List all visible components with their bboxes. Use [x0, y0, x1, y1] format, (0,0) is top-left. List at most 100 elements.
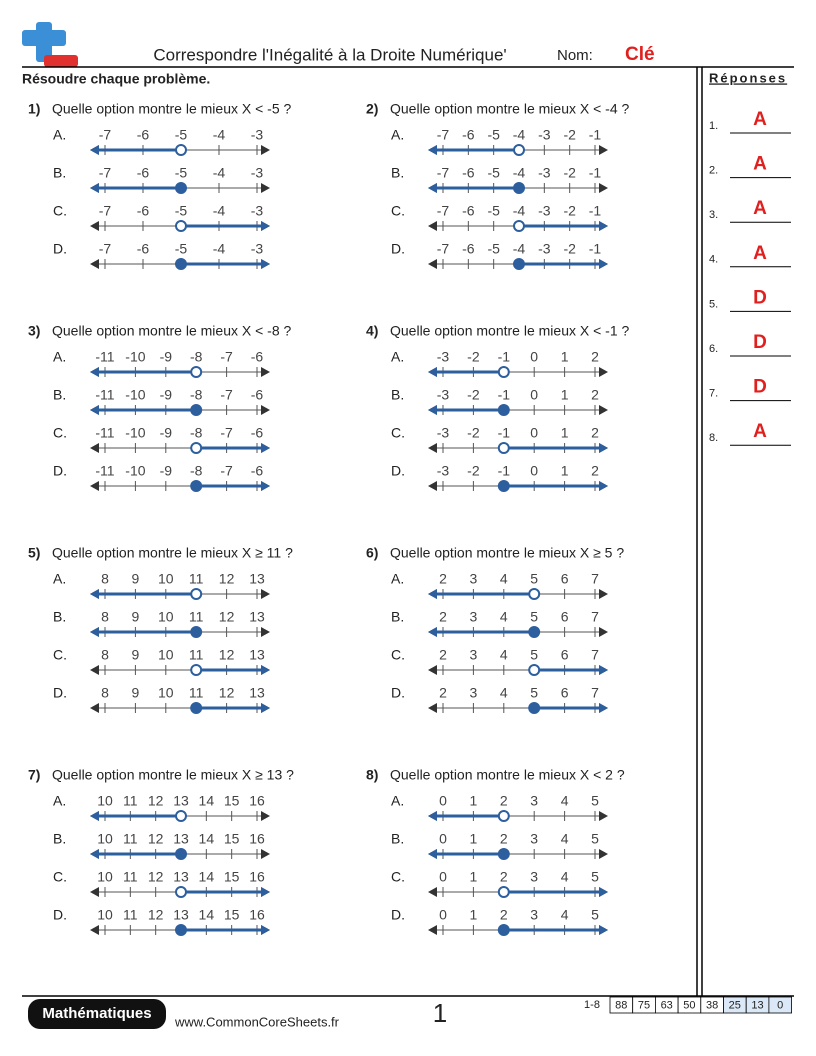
tick-label: -8 — [190, 463, 203, 479]
tick-label: -10 — [125, 387, 145, 403]
arrow-head — [261, 589, 270, 599]
problem-number: 5) — [28, 545, 40, 561]
ray-arrow — [261, 703, 270, 713]
tick-label: 10 — [97, 907, 113, 923]
tick-label: 11 — [189, 685, 204, 701]
tick-label: 13 — [249, 685, 265, 701]
arrow-head — [90, 481, 99, 491]
tick-label: 3 — [530, 869, 538, 885]
tick-label: 10 — [97, 793, 113, 809]
tick-label: -3 — [538, 203, 551, 219]
point — [513, 258, 525, 270]
tick-label: 8 — [101, 609, 109, 625]
option-label: C. — [53, 203, 67, 219]
arrow-head — [428, 221, 437, 231]
tick-label: -5 — [487, 241, 500, 257]
arrow-head — [90, 259, 99, 269]
tick-label: -6 — [137, 165, 150, 181]
tick-label: -11 — [95, 425, 114, 441]
tick-label: 1 — [470, 831, 478, 847]
tick-label: -7 — [437, 241, 450, 257]
point — [497, 442, 510, 454]
tick-label: 12 — [219, 647, 235, 663]
problem-number: 4) — [366, 323, 378, 339]
tick-label: -1 — [589, 241, 602, 257]
option-label: C. — [53, 425, 67, 441]
ray-arrow — [90, 183, 99, 193]
tick-label: 15 — [224, 793, 240, 809]
tick-label: -7 — [99, 241, 112, 257]
point — [190, 480, 203, 492]
answer-value: A — [753, 198, 767, 219]
tick-label: -6 — [462, 127, 475, 143]
tick-label: -1 — [589, 127, 602, 143]
arrow-head — [90, 665, 99, 675]
tick-label: 9 — [132, 647, 140, 663]
tick-label: 13 — [173, 869, 189, 885]
tick-label: 13 — [173, 793, 189, 809]
tick-label: -5 — [487, 127, 500, 143]
tick-label: 0 — [439, 831, 447, 847]
answer-value: D — [753, 332, 767, 353]
score: 13 — [751, 999, 763, 1011]
tick-label: -3 — [437, 349, 450, 365]
option-label: B. — [391, 165, 404, 181]
question: Quelle option montre le mieux X < -1 ? — [390, 323, 630, 339]
tick-label: 13 — [249, 571, 265, 587]
tick-label: 15 — [224, 907, 240, 923]
ray-arrow — [599, 443, 608, 453]
point — [513, 220, 525, 232]
tick-label: -1 — [498, 425, 511, 441]
tick-label: 7 — [591, 685, 599, 701]
tick-label: -7 — [99, 203, 112, 219]
tick-label: -10 — [125, 425, 145, 441]
option-label: B. — [391, 609, 404, 625]
ray-arrow — [599, 221, 608, 231]
score: 63 — [661, 999, 673, 1011]
tick-label: -1 — [589, 203, 602, 219]
problem-number: 3) — [28, 323, 40, 339]
tick-label: 7 — [591, 571, 599, 587]
tick-label: -2 — [467, 425, 480, 441]
option-label: D. — [391, 463, 405, 479]
tick-label: -3 — [251, 165, 264, 181]
tick-label: -6 — [137, 241, 150, 257]
option-label: D. — [53, 685, 67, 701]
tick-label: 12 — [148, 907, 164, 923]
option-label: C. — [53, 869, 67, 885]
point — [190, 404, 203, 416]
tick-label: -7 — [220, 425, 233, 441]
tick-label: -4 — [513, 165, 526, 181]
option-label: D. — [53, 463, 67, 479]
tick-label: 12 — [219, 609, 235, 625]
tick-label: 6 — [561, 685, 569, 701]
point — [528, 626, 541, 638]
tick-label: 3 — [470, 571, 478, 587]
tick-label: -9 — [160, 463, 173, 479]
tick-label: 5 — [591, 793, 599, 809]
point — [528, 664, 541, 676]
tick-label: 2 — [439, 647, 447, 663]
option-label: C. — [391, 425, 405, 441]
ray-arrow — [90, 145, 99, 155]
point — [497, 404, 510, 416]
option-label: D. — [53, 907, 67, 923]
score: 88 — [615, 999, 627, 1011]
tick-label: 2 — [591, 349, 599, 365]
tick-label: 5 — [530, 571, 538, 587]
arrow-head — [90, 925, 99, 935]
tick-label: 11 — [123, 869, 138, 885]
tick-label: -9 — [160, 349, 173, 365]
option-label: C. — [391, 647, 405, 663]
tick-label: -5 — [487, 203, 500, 219]
arrow-head — [261, 405, 270, 415]
point — [175, 924, 187, 936]
arrow-head — [428, 259, 437, 269]
point — [175, 144, 187, 156]
tick-label: 15 — [224, 831, 240, 847]
answer-value: A — [753, 243, 767, 264]
option-label: A. — [53, 571, 66, 587]
answer-value: A — [753, 154, 767, 175]
tick-label: -1 — [498, 349, 511, 365]
